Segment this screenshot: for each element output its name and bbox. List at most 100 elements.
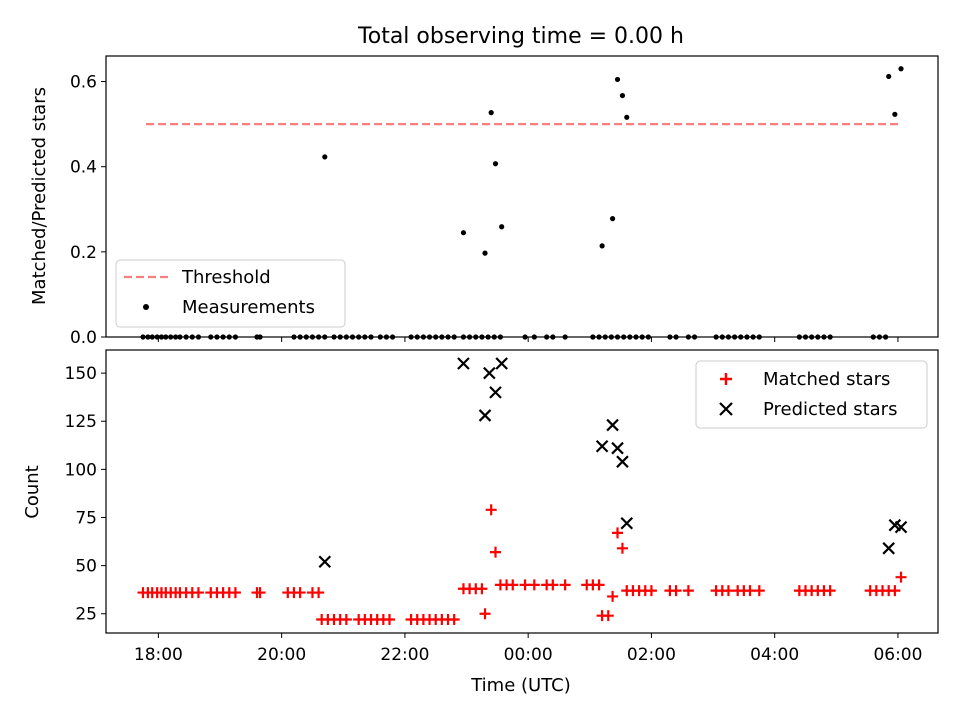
measurement-point [322,154,328,160]
top-axes-frame [105,55,939,338]
matched-star-point [547,579,559,591]
predicted-star-point [616,455,629,468]
matched-star-point [612,527,624,539]
matched-star-point [753,585,765,597]
measurement-point [492,161,499,167]
legend-threshold-label: Threshold [181,267,271,288]
measurement-point [898,66,904,72]
matched-star-point [682,585,694,597]
matched-star-point [507,579,519,591]
top-panel: 0.0 0.2 0.4 0.6 Matched/Predicted stars Thr… [29,55,939,348]
top-legend-box [115,259,346,328]
measurement-point [619,92,626,99]
matched-star-point [616,542,628,554]
bottom-x-axis: 18:00 20:00 22:00 00:00 02:00 04:00 06:00 [134,633,922,665]
predicted-star-point [595,439,609,453]
matched-star-point [602,610,614,622]
measurement-point [624,114,630,120]
top-x-ticks [157,337,899,342]
x-tick-label: 06:00 [873,645,922,665]
bottom-legend: Matched stars Predicted stars [695,360,928,429]
matched-star-point [519,579,531,591]
x-tick-label: 18:00 [134,645,183,665]
bottom-legend-box [695,360,928,429]
predicted-star-point [882,542,895,555]
legend-predicted-label: Predicted stars [763,399,897,420]
predicted-star-point [489,386,502,399]
matched-star-point [593,579,605,591]
measurement-point [892,111,898,117]
predicted-star-point [483,366,496,380]
predicted-star-point [606,418,619,432]
matched-star-point [895,571,907,583]
matched-star-point [722,585,734,597]
predicted-star-point [620,516,634,530]
bottom-y-axis: 25 50 75 100 125 150 [65,364,106,625]
bottom-panel: 25 50 75 100 125 150 18:00 20:00 22:00 00:00 02:0… [22,349,939,696]
x-tick-label: 04:00 [750,645,799,665]
top-y-tick-label: 0.2 [70,243,97,263]
matched-star-point [340,614,352,626]
top-legend: Threshold Measurements [115,259,346,328]
matched-star-point [313,587,325,599]
predicted-star-point [611,441,624,455]
matched-star-point [559,579,571,591]
measurement-point [482,250,488,256]
matched-star-point [889,585,901,597]
legend-measurements-label: Measurements [182,297,315,318]
top-y-tick-label: 0.4 [70,158,97,178]
predicted-star-point [894,520,908,534]
bottom-y-tick-label: 50 [75,557,97,577]
matched-star-point [229,587,241,599]
matched-star-point [489,546,501,558]
bottom-y-tick-label: 25 [75,605,97,625]
matched-star-point [192,587,204,599]
x-tick-label: 20:00 [257,645,306,665]
measurement-point [499,224,505,230]
matched-star-point [383,614,395,626]
bottom-y-tick-label: 75 [75,508,97,528]
matched-star-point [645,585,657,597]
measurement-point [460,230,467,236]
matched-star-point [824,585,836,597]
measurement-point [614,76,621,83]
matched-star-point [479,608,491,620]
matched-star-point [607,590,619,602]
measurements-legend-swatch [143,304,149,310]
measurement-point [609,216,616,222]
matched-star-point [448,614,460,626]
bottom-plot-area [137,357,908,626]
predicted-star-point [495,357,508,370]
top-y-tick-label: 0.0 [70,328,97,348]
top-y-tick-label: 0.6 [70,73,97,93]
matched-star-point [528,579,540,591]
matched-star-point [485,504,497,516]
x-axis-label: Time (UTC) [470,675,571,696]
x-tick-label: 02:00 [627,645,676,665]
matched-star-point [476,583,488,595]
bottom-axes-frame [105,349,939,634]
measurement-point [886,73,892,80]
x-tick-label: 22:00 [380,645,429,665]
predicted-star-point [318,555,332,569]
matched-star-point [670,585,682,597]
bottom-y-tick-label: 150 [65,364,97,384]
bottom-y-tick-label: 125 [65,412,97,432]
x-tick-label: 00:00 [504,645,553,665]
predicted-star-point [457,357,470,370]
predicted-legend-swatch [719,402,733,416]
chart-title: Total observing time = 0.00 h [357,24,684,49]
matched-star-point [294,587,306,599]
bottom-y-tick-label: 100 [65,460,97,480]
top-y-axis: 0.0 0.2 0.4 0.6 [70,73,106,348]
top-y-axis-label: Matched/Predicted stars [29,87,50,305]
matched-legend-swatch [720,373,732,385]
measurement-point [599,243,605,249]
bottom-y-axis-label: Count [22,465,43,518]
matched-star-point [744,585,756,597]
measurement-point [488,110,494,116]
legend-matched-label: Matched stars [763,369,890,390]
matched-star-point [254,587,266,599]
predicted-star-point [478,409,492,422]
